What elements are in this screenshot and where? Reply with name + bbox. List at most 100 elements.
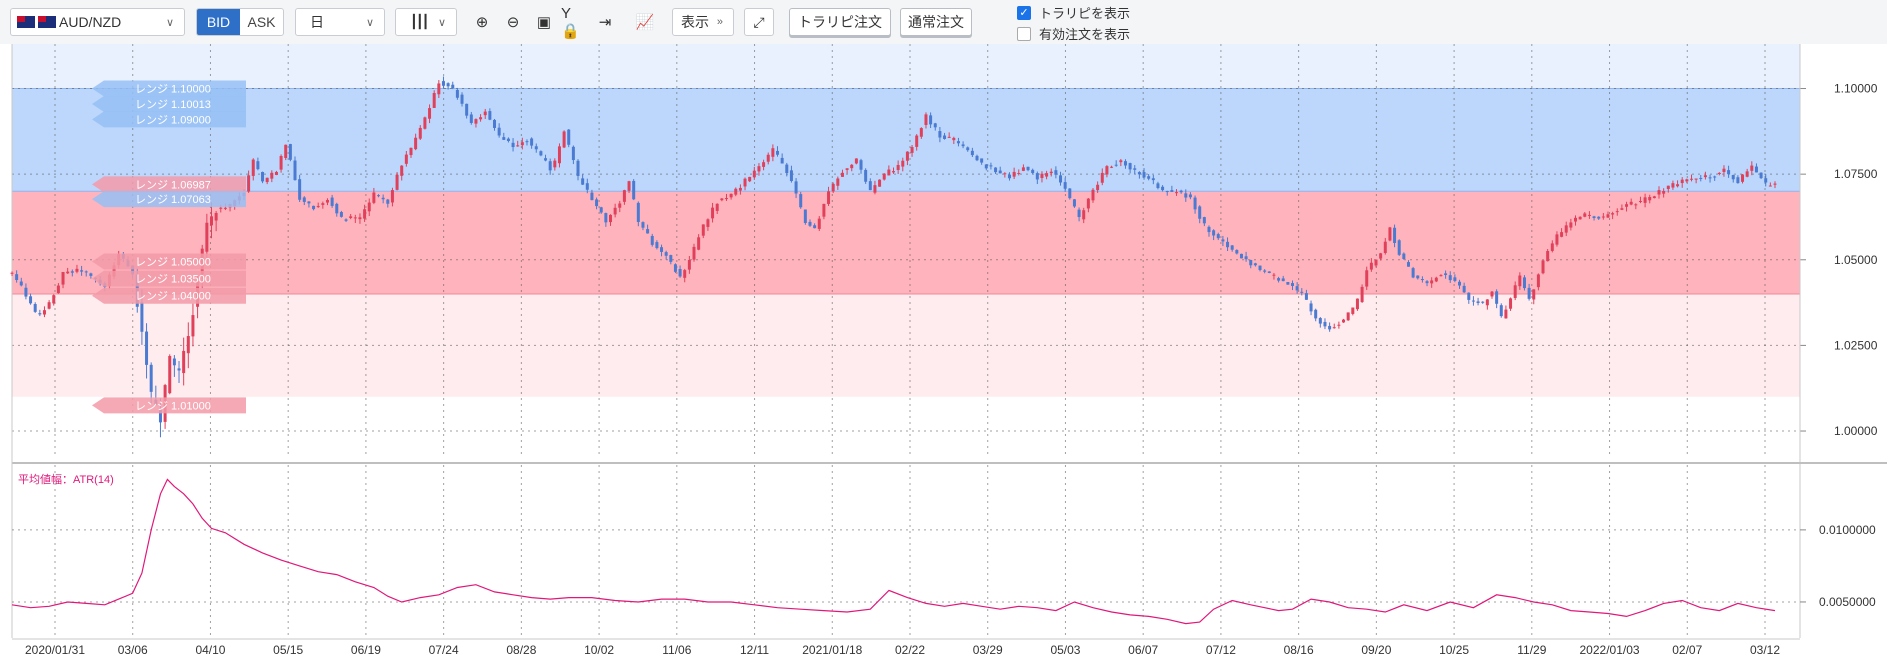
currency-pair-select[interactable]: AUD/NZD ∨ (10, 8, 185, 36)
scroll-latest-icon[interactable]: ⇥ (598, 14, 612, 31)
candle-body (1342, 319, 1346, 323)
candle-body (349, 216, 353, 219)
fullscreen-button[interactable]: ⤢ (744, 8, 774, 36)
candle-body (1221, 239, 1225, 242)
candle-body (1444, 273, 1448, 276)
candle-body (446, 83, 450, 87)
bid-button[interactable]: BID (197, 9, 240, 35)
candle-body (149, 364, 153, 392)
show-orders-checkbox[interactable]: 有効注文を表示 (1017, 24, 1130, 43)
candle-body (1773, 183, 1777, 185)
candle-body (1509, 298, 1513, 309)
candle-body (1574, 217, 1578, 222)
candle-body (423, 117, 427, 129)
candle-body (1699, 177, 1703, 179)
candle-body (1309, 303, 1313, 312)
candle-body (363, 209, 367, 219)
candle-body (279, 155, 283, 170)
atr-y-tick-label: 0.0100000 (1819, 523, 1876, 537)
display-menu[interactable]: 表示 » (672, 8, 734, 36)
candle-body (961, 144, 965, 147)
candle-body (186, 336, 190, 354)
candle-body (813, 225, 817, 229)
candle-body (307, 201, 311, 204)
candle-body (52, 295, 56, 304)
indicator-add-icon[interactable]: 📈 (635, 14, 655, 31)
bid-ask-toggle: BID ASK (196, 8, 284, 36)
candle-body (1244, 256, 1248, 260)
x-tick-label: 08/16 (1284, 643, 1314, 657)
candle-body (1249, 259, 1253, 266)
range-label-tag (92, 95, 246, 112)
candle-body (1583, 213, 1587, 217)
display-label: 表示 (681, 14, 709, 30)
candle-body (910, 147, 914, 153)
candle-body (553, 160, 557, 168)
candle-body (1402, 253, 1406, 259)
candle-body (980, 158, 984, 163)
candle-body (1040, 173, 1044, 179)
candle-body (984, 164, 988, 169)
candle-body (418, 127, 422, 139)
candle-body (975, 155, 979, 161)
trap-order-button[interactable]: トラリピ注文 (789, 8, 891, 36)
x-tick-label: 08/28 (506, 643, 536, 657)
candle-body (929, 115, 933, 125)
candle-body (75, 268, 79, 272)
candle-body (757, 166, 761, 172)
candle-body (1323, 321, 1327, 327)
candle-body (947, 136, 951, 138)
candle-body (1026, 166, 1030, 171)
candle-body (1165, 191, 1169, 193)
candle-body (622, 190, 626, 202)
candle-body (776, 150, 780, 155)
candle-body (896, 164, 900, 171)
candle-body (734, 188, 738, 195)
candle-body (678, 269, 682, 277)
y-axis-lock-icon[interactable]: Y🔒 (561, 4, 580, 40)
candle-body (1123, 161, 1127, 166)
candle-body (474, 119, 478, 124)
candle-body (1346, 312, 1350, 321)
candle-body (692, 246, 696, 260)
candle-body (381, 197, 385, 200)
ask-button[interactable]: ASK (247, 14, 276, 30)
x-tick-label: 04/10 (195, 643, 225, 657)
candle-body (1713, 176, 1717, 178)
range-label-text: レンジ 1.09000 (135, 114, 211, 126)
candle-body (1114, 164, 1118, 166)
candle-body (56, 285, 60, 294)
candle-body (873, 185, 877, 193)
fit-screen-icon[interactable]: ▣ (536, 14, 552, 31)
candle-body (1100, 172, 1104, 183)
candle-body (1091, 189, 1095, 201)
candle-body (1077, 209, 1081, 218)
candle-body (89, 273, 93, 276)
show-trap-checkbox[interactable]: ✓ トラリピを表示 (1017, 3, 1130, 22)
candle-body (660, 247, 664, 252)
normal-order-button[interactable]: 通常注文 (900, 8, 972, 36)
price-chart[interactable]: 2020/01/31 03/06 04/10 05/15 06/19 07/24 08/28… (0, 44, 1887, 663)
candle-body (1727, 170, 1731, 175)
chart-type-select[interactable]: ┃┃┃ ∨ (395, 8, 457, 36)
candle-body (1694, 178, 1698, 180)
zoom-out-icon[interactable]: ⊖ (506, 14, 520, 31)
candle-body (1133, 168, 1137, 170)
candle-body (766, 154, 770, 162)
candle-body (994, 167, 998, 173)
candle-body (525, 141, 529, 143)
candle-body (1597, 216, 1601, 219)
x-tick-label: 12/11 (740, 643, 769, 657)
period-select[interactable]: 日 ∨ (295, 8, 385, 36)
candle-body (1003, 173, 1007, 175)
candle-body (1546, 251, 1550, 262)
candle-body (1314, 309, 1318, 319)
candle-body (1634, 204, 1638, 206)
candle-body (1035, 173, 1039, 180)
trap-band-buy (12, 191, 1800, 295)
candle-body (395, 174, 399, 190)
candle-body (353, 217, 357, 219)
range-label-tag (92, 253, 246, 270)
zoom-in-icon[interactable]: ⊕ (475, 14, 489, 31)
candle-body (1662, 190, 1666, 194)
